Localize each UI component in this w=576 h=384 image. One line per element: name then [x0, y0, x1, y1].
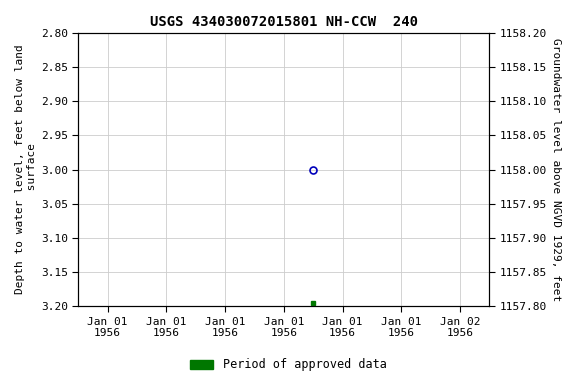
- Y-axis label: Depth to water level, feet below land
 surface: Depth to water level, feet below land su…: [15, 45, 37, 295]
- Title: USGS 434030072015801 NH-CCW  240: USGS 434030072015801 NH-CCW 240: [150, 15, 418, 29]
- Y-axis label: Groundwater level above NGVD 1929, feet: Groundwater level above NGVD 1929, feet: [551, 38, 561, 301]
- Legend: Period of approved data: Period of approved data: [185, 354, 391, 376]
